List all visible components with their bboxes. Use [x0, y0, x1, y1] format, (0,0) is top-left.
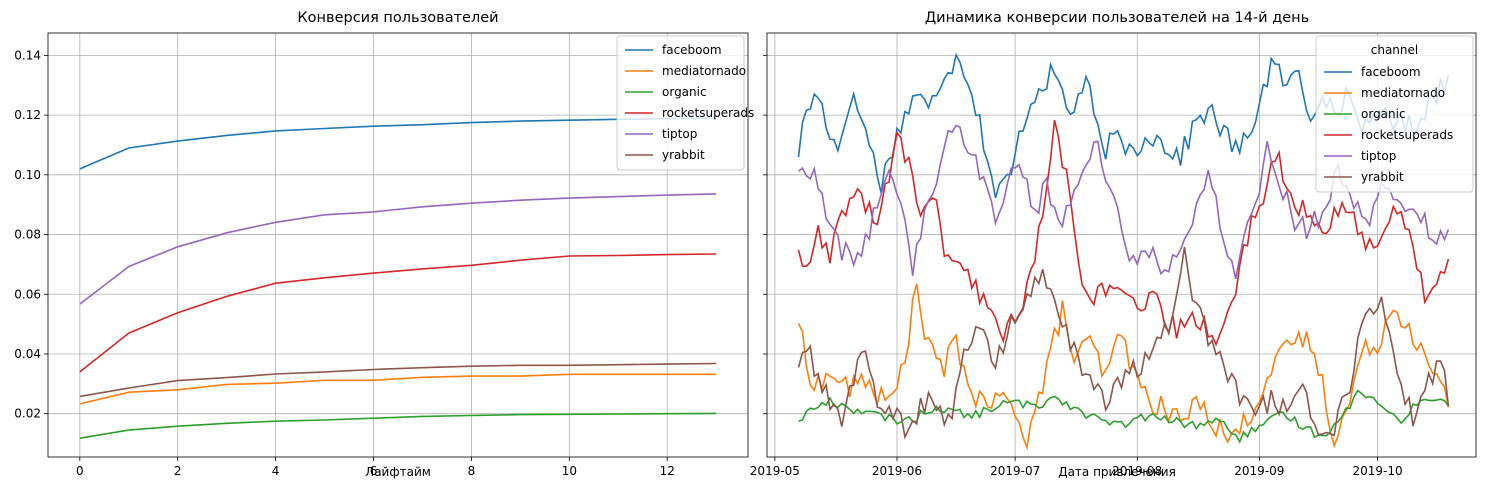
x-tick-label: 2019-10 [1352, 464, 1402, 478]
legend-entry-tiptop: tiptop [1361, 149, 1396, 163]
series-line-mediatornado [797, 283, 1450, 451]
series-line-organic [79, 412, 717, 439]
series-line-yrabbit [79, 362, 717, 398]
x-tick-label: 12 [660, 464, 675, 478]
legend-entry-faceboom: faceboom [662, 43, 722, 57]
series-line-organic [798, 389, 1450, 444]
x-tick-label: 10 [562, 464, 577, 478]
legend-title: channel [1371, 43, 1418, 57]
legend-entry-faceboom: faceboom [1361, 65, 1421, 79]
legend-entry-tiptop: tiptop [662, 127, 697, 141]
y-tick-label: 0.02 [14, 407, 41, 421]
grid [48, 33, 748, 457]
series-lines [79, 117, 717, 439]
chart-panel-conversion-dynamics: Динамика конверсии пользователей на 14-й… [750, 10, 1477, 479]
series-line-rocketsuperads [79, 253, 717, 373]
x-tick-label: 2019-09 [1234, 464, 1284, 478]
x-axis-label: Дата привлечения [1058, 465, 1176, 479]
legend-entry-organic: organic [1361, 107, 1406, 121]
legend: faceboom mediatornado organic rocketsuperad… [616, 35, 754, 171]
y-tick-label: 0.14 [14, 48, 41, 62]
x-tick-label: 2019-07 [990, 464, 1040, 478]
x-tick-label: 8 [468, 464, 476, 478]
x-tick-label: 2019-05 [750, 464, 800, 478]
x-tick-label: 4 [272, 464, 280, 478]
x-tick-label: 2019-06 [872, 464, 922, 478]
series-line-faceboom [79, 117, 717, 170]
legend-entry-yrabbit: yrabbit [1361, 170, 1404, 184]
x-ticks: 2019-05 2019-06 2019-07 2019-08 2019-09 2019-… [750, 457, 1403, 478]
y-tick-label: 0.12 [14, 108, 41, 122]
y-tick-label: 0.04 [14, 347, 41, 361]
series-line-tiptop [79, 193, 717, 305]
chart-panel-conversion: Конверсия пользователей Лайфтайм 0 2 4 6 8 10… [14, 10, 754, 479]
series-line-rocketsuperads [797, 119, 1450, 347]
x-tick-label: 0 [76, 464, 84, 478]
legend-entry-organic: organic [662, 85, 707, 99]
y-ticks [763, 54, 767, 415]
chart-title: Конверсия пользователей [297, 10, 498, 26]
legend-box [616, 35, 745, 171]
series-line-mediatornado [79, 373, 717, 405]
chart-title: Динамика конверсии пользователей на 14-й… [925, 10, 1309, 26]
x-ticks: 0 2 4 6 8 10 12 [76, 457, 675, 478]
series-line-yrabbit [797, 246, 1450, 440]
legend-entry-rocketsuperads: rocketsuperads [1361, 128, 1453, 142]
plot-frame [766, 32, 1477, 458]
legend-entry-mediatornado: mediatornado [662, 64, 746, 78]
y-ticks: 0.02 0.04 0.06 0.08 0.10 0.12 0.14 [14, 48, 48, 421]
y-tick-label: 0.06 [14, 287, 41, 301]
legend-entry-rocketsuperads: rocketsuperads [662, 106, 754, 120]
legend: channel faceboom mediatornado organic rocket… [1315, 35, 1474, 193]
y-tick-label: 0.10 [14, 168, 41, 182]
x-axis-label: Лайфтайм [365, 465, 431, 479]
x-tick-label: 6 [370, 464, 378, 478]
x-tick-label: 2019-08 [1112, 464, 1162, 478]
plot-frame [47, 32, 749, 458]
legend-box [1315, 35, 1474, 193]
y-tick-label: 0.08 [14, 228, 41, 242]
legend-entry-yrabbit: yrabbit [662, 148, 705, 162]
x-tick-label: 2 [174, 464, 182, 478]
legend-entry-mediatornado: mediatornado [1361, 86, 1445, 100]
